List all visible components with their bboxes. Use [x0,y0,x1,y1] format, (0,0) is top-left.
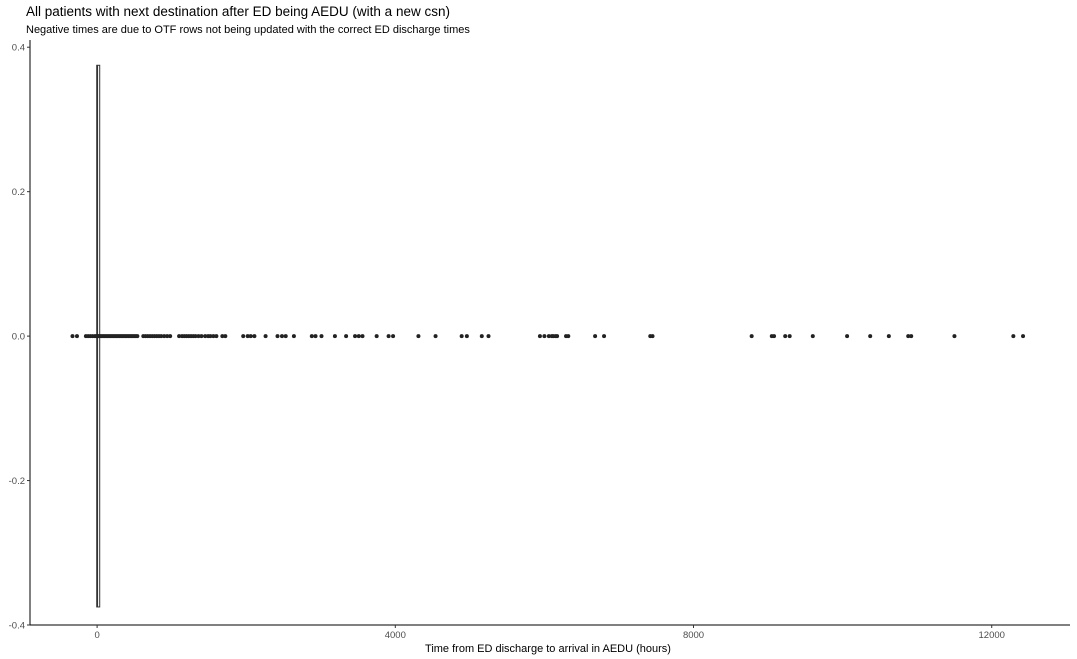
data-points [70,334,1026,339]
data-point [211,334,216,339]
y-tick-label: -0.2 [9,476,25,487]
data-point [845,334,850,339]
data-point [952,334,957,339]
data-point [196,334,201,339]
data-point [313,334,318,339]
chart-title: All patients with next destination after… [26,4,450,19]
data-point [486,334,491,339]
chart-subtitle: Negative times are due to OTF rows not b… [26,24,470,36]
data-point [263,334,268,339]
data-point [245,334,250,339]
x-tick-label: 8000 [683,630,704,641]
data-point [159,334,164,339]
data-point [248,334,253,339]
data-point [360,334,365,339]
data-point [464,334,469,339]
x-tick-label: 12000 [979,630,1005,641]
x-tick-label: 4000 [385,630,406,641]
data-point [291,334,296,339]
data-point [810,334,815,339]
y-tick-label: 0.0 [12,332,25,343]
data-point [193,334,198,339]
data-point [208,334,213,339]
data-point [886,334,891,339]
y-tick-label: -0.4 [9,621,25,632]
data-point [162,334,167,339]
data-point [135,334,140,339]
data-point [168,334,173,339]
data-point [203,334,208,339]
data-point [70,334,75,339]
data-point [542,334,547,339]
data-point [199,334,204,339]
data-point [386,334,391,339]
data-point [275,334,280,339]
data-point [868,334,873,339]
y-tick-label: 0.4 [12,43,25,54]
data-point [555,334,560,339]
data-point [214,334,219,339]
data-point [279,334,284,339]
y-tick-label: 0.2 [12,187,25,198]
data-point [252,334,257,339]
x-axis-title: Time from ED discharge to arrival in AED… [425,643,671,655]
data-point [332,334,337,339]
data-point [546,334,551,339]
data-point [433,334,438,339]
data-point [909,334,914,339]
data-point [749,334,754,339]
data-point [787,334,792,339]
data-point [177,334,182,339]
data-point [566,334,571,339]
data-point [479,334,484,339]
data-point [1011,334,1016,339]
data-point [416,334,421,339]
data-point [650,334,655,339]
data-point [309,334,314,339]
data-point [319,334,324,339]
data-point [165,334,170,339]
data-point [74,334,79,339]
x-tick-label: 0 [94,630,99,641]
axes [29,40,1070,626]
data-point [391,334,396,339]
y-ticks: -0.4 -0.2 0.0 0.2 0.4 [9,43,30,632]
data-point [283,334,288,339]
data-point [459,334,464,339]
data-point [593,334,598,339]
data-point [353,334,358,339]
data-point [906,334,911,339]
data-point [241,334,246,339]
data-point [783,334,788,339]
data-point [602,334,607,339]
x-ticks: 0 4000 8000 12000 [94,625,1005,641]
data-point [1021,334,1026,339]
data-point [220,334,225,339]
data-point [772,334,777,339]
data-point [356,334,361,339]
data-point [344,334,349,339]
data-point [223,334,228,339]
data-point [374,334,379,339]
data-point [537,334,542,339]
